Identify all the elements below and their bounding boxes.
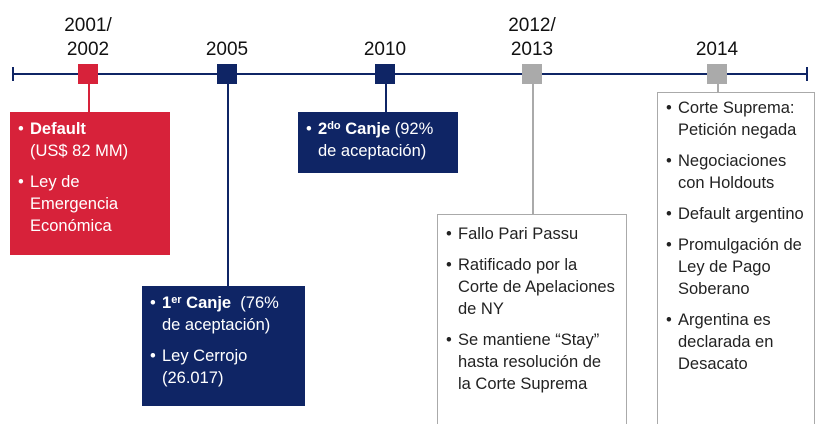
connector [227, 84, 229, 286]
event-box: 1er Canje (76% de aceptación) Ley Cerroj… [142, 286, 305, 406]
connector [532, 84, 534, 214]
axis-end [12, 67, 14, 81]
timeline-axis [12, 73, 808, 75]
marker [375, 64, 395, 84]
bullet: Argentina es declarada en Desacato [666, 309, 806, 375]
bullet: 2do Canje (92% de aceptación) [306, 118, 450, 162]
marker [522, 64, 542, 84]
marker [78, 64, 98, 84]
connector [717, 84, 719, 92]
bullet: Ley de Emergencia Económica [18, 171, 162, 237]
marker [217, 64, 237, 84]
event-box: Corte Suprema: Petición negada Negociaci… [657, 92, 815, 424]
bullet: 1er Canje (76% de aceptación) [150, 292, 297, 336]
event-box: Default(US$ 82 MM) Ley de Emergencia Eco… [10, 112, 170, 255]
axis-end [806, 67, 808, 81]
date: 2010 [363, 39, 407, 60]
date: 2001/2002 [64, 15, 112, 60]
event-box: Fallo Pari Passu Ratificado por la Corte… [437, 214, 627, 424]
bullet: Corte Suprema: Petición negada [666, 97, 806, 141]
bullet: Default(US$ 82 MM) [18, 118, 162, 162]
bullet: Ley Cerrojo (26.017) [150, 345, 297, 389]
bullet: Negociaciones con Holdouts [666, 150, 806, 194]
bullet: Se mantiene “Stay” hasta resolución de l… [446, 329, 618, 395]
date: 2005 [205, 39, 249, 60]
event-box: 2do Canje (92% de aceptación) [298, 112, 458, 173]
date: 2014 [695, 39, 739, 60]
connector [88, 84, 90, 112]
bullet: Promulgación de Ley de Pago Soberano [666, 234, 806, 300]
connector [385, 84, 387, 112]
bullet: Default argentino [666, 203, 806, 225]
bullet: Fallo Pari Passu [446, 223, 618, 245]
bullet: Ratificado por la Corte de Apelaciones d… [446, 254, 618, 320]
marker [707, 64, 727, 84]
date: 2012/2013 [508, 15, 556, 60]
